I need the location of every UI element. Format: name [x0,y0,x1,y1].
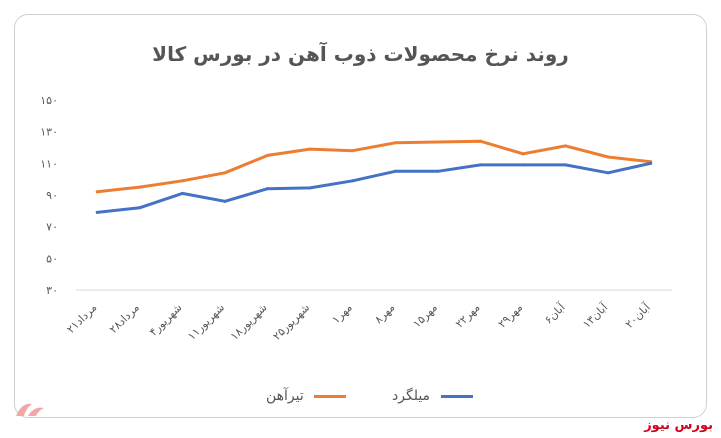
x-tick-label: ۲۹مهر [496,301,526,331]
x-tick-label: ۶آبان [541,300,568,327]
x-tick-label: ۱۱شهریور [185,301,227,343]
y-tick-label: ۱۵۰ [40,94,58,107]
legend-label-milgerd: میلگرد [392,388,431,404]
x-tick-label: ۱۵مهر [410,301,440,331]
data-point [351,149,355,153]
data-point [351,179,355,183]
data-point [564,144,568,148]
data-point [393,169,397,173]
legend-swatch-tirahan [314,394,347,398]
data-point [308,147,312,151]
data-point [266,187,270,191]
data-point [180,191,184,195]
data-point [95,190,99,194]
series-line-1 [95,161,653,214]
legend-item-tirahan: تیرآهن [266,388,347,404]
legend-swatch-milgerd [440,394,473,398]
x-tick-label: ۲۵شهریور [270,301,312,343]
y-tick-label: ۱۱۰ [40,157,58,170]
chart-frame [14,14,707,418]
brand-label: بورس نیوز [644,418,713,433]
legend-item-milgerd: میلگرد [392,388,473,404]
data-point [223,171,227,175]
data-point [95,210,99,214]
logo-icon [16,403,44,416]
data-point [564,163,568,167]
data-point [606,155,610,159]
data-point [393,141,397,145]
data-point [521,152,525,156]
data-point [521,163,525,167]
x-tick-label: ۱۳آبان [580,300,611,331]
data-point [180,179,184,183]
x-tick-label: ۸مهر [372,301,397,326]
legend-label-tirahan: تیرآهن [266,388,304,404]
x-tick-label: ۲۲مهر [453,301,483,331]
x-tick-label: ۴شهریور [147,301,185,339]
data-point [138,185,142,189]
data-point [266,153,270,157]
chart-title: روند نرخ محصولات ذوب آهن در بورس کالا [152,42,569,66]
data-point [436,169,440,173]
series-line-0 [95,139,653,194]
data-point [649,161,653,165]
x-tick-label: ۲۱مرداد [64,301,99,336]
x-tick-label: ۱۸شهریور [228,301,270,343]
y-tick-label: ۱۳۰ [40,126,58,139]
y-tick-label: ۵۰ [46,252,58,265]
y-tick-label: ۹۰ [46,189,58,202]
y-tick-label: ۷۰ [46,221,58,234]
data-point [478,139,482,143]
data-point [436,140,440,144]
y-tick-label: ۳۰ [46,284,58,297]
data-point [606,171,610,175]
x-tick-label: ۱مهر [329,301,354,326]
x-tick-label: ۲۰آبان [622,300,653,331]
data-point [223,199,227,203]
data-point [138,206,142,210]
data-point [478,163,482,167]
x-tick-label: ۲۸مرداد [107,301,142,336]
data-point [308,186,312,190]
